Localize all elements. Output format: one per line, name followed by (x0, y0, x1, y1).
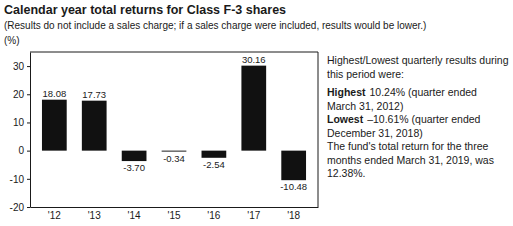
y-tick-mark (27, 122, 30, 123)
annotation-line: months ended March 31, 2019, was (327, 154, 497, 166)
annotation: 10.24% (quarter ended March 31, 2012) (327, 86, 480, 112)
x-tick-label: '17 (247, 210, 260, 221)
annotation-line: –10.61% (quarter ended (367, 113, 483, 125)
x-axis: '12 '13 '14 '15 '16 '17 '18 (31, 207, 319, 221)
bar (241, 66, 266, 151)
y-axis-line (30, 53, 31, 208)
y-tick: 30 (13, 61, 30, 72)
x-tick: '16 (207, 207, 220, 221)
data-label: -3.70 (123, 162, 145, 173)
x-axis-line (31, 207, 319, 208)
x-tick: '17 (247, 207, 260, 221)
annotation-line: this period were: (327, 68, 404, 80)
y-tick: 0 (18, 145, 30, 156)
y-axis-label: (%) (4, 35, 20, 46)
bar (202, 151, 227, 158)
y-tick-mark (27, 179, 30, 180)
annotation: –10.61% (quarter ended December 31, 2018… (327, 113, 483, 139)
annotations: Highest/Lowest quarterly results during … (327, 54, 511, 179)
chart: Calendar year total returns for Class F-… (0, 0, 513, 226)
y-tick: -20 (10, 202, 30, 213)
x-tick: '13 (88, 207, 101, 221)
x-tick-label: '14 (128, 210, 141, 221)
annotation-line: Highest/Lowest quarterly results during (327, 54, 511, 66)
bar (82, 101, 107, 151)
subtitle: (Results do not include a sales charge; … (4, 20, 426, 31)
annotation-line: December 31, 2018) (327, 127, 423, 139)
annotation-line: March 31, 2012) (327, 100, 403, 112)
x-tick: '12 (48, 207, 61, 221)
annotation-label: Highest (327, 86, 366, 98)
data-label: -0.34 (163, 153, 185, 164)
plot-frame (30, 52, 318, 207)
y-tick: 10 (13, 117, 30, 128)
annotation: Highest/Lowest quarterly results during … (327, 54, 511, 80)
title: Calendar year total returns for Class F-… (4, 3, 286, 17)
y-tick-label: -10 (10, 174, 25, 185)
bar (122, 151, 147, 161)
x-tick: '18 (287, 207, 300, 221)
data-label: 30.16 (242, 54, 266, 65)
y-tick-label: 10 (13, 117, 25, 128)
bars (42, 66, 306, 181)
annotation-line: The fund's total return for the three (327, 140, 491, 152)
annotation-line: 10.24% (quarter ended (370, 86, 480, 98)
annotation-line: 12.38%. (327, 167, 366, 179)
y-tick-label: -20 (10, 202, 25, 213)
bar (281, 151, 306, 181)
data-label: 17.73 (82, 89, 106, 100)
y-tick-mark (27, 66, 30, 67)
data-labels: 18.08 17.73 -3.70 -0.34 -2.54 30.16 -10.48 (42, 54, 307, 193)
y-axis: -20 -10 0 10 20 30 (10, 53, 31, 213)
data-label: 18.08 (42, 88, 66, 99)
bar (42, 100, 67, 151)
x-tick-label: '12 (48, 210, 61, 221)
y-tick: 20 (13, 89, 30, 100)
x-tick-label: '16 (207, 210, 220, 221)
x-tick-label: '13 (88, 210, 101, 221)
x-tick: '14 (128, 207, 141, 221)
y-tick-mark (27, 94, 30, 95)
data-label: -10.48 (280, 181, 307, 192)
y-tick-label: 0 (18, 145, 24, 156)
y-tick-mark (27, 151, 30, 152)
y-tick: -10 (10, 174, 30, 185)
annotation-label: Lowest (327, 113, 364, 125)
annotation: The fund's total return for the three mo… (327, 140, 497, 179)
y-tick-mark (27, 207, 30, 208)
x-tick-label: '18 (287, 210, 300, 221)
data-label: -2.54 (203, 159, 225, 170)
x-tick: '15 (167, 207, 180, 221)
y-tick-label: 20 (13, 89, 25, 100)
y-tick-label: 30 (13, 61, 25, 72)
x-tick-label: '15 (167, 210, 180, 221)
